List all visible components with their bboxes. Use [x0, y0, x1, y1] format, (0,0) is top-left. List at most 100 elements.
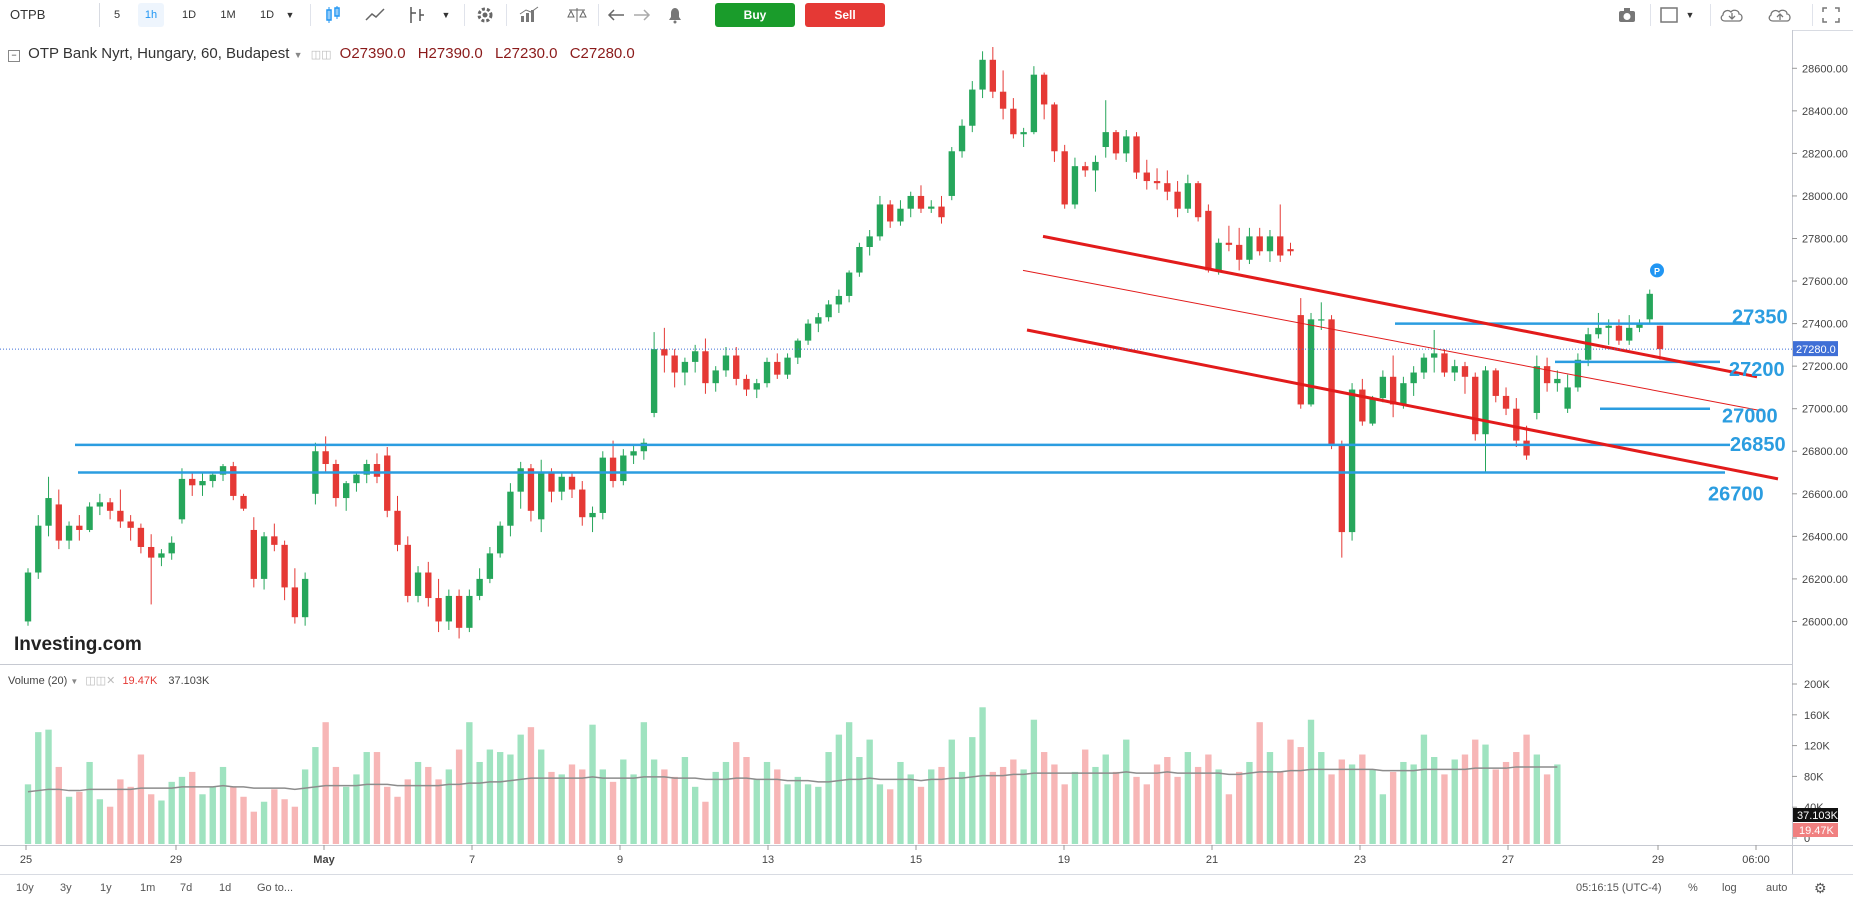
channel-line[interactable] [1026, 328, 1779, 481]
symbol-search-input[interactable]: OTPB [4, 3, 100, 27]
candle-body [496, 525, 504, 554]
candle-body [1287, 249, 1294, 252]
gear-icon[interactable]: ⚙ [1814, 880, 1827, 896]
range-1d-button[interactable]: 1d [219, 882, 232, 894]
volume-settings-icons[interactable]: ◫◫✕ [85, 675, 116, 687]
toolbar-separator [1812, 4, 1813, 26]
investing-watermark: Investing.com [14, 634, 142, 655]
y-tick-label: 28600.00 [1802, 63, 1848, 75]
compare-scale-icon[interactable] [566, 5, 588, 25]
channel-line[interactable] [1042, 234, 1758, 379]
candle-body [281, 544, 288, 588]
candle-body [147, 546, 155, 558]
range-1m-button[interactable]: 1m [140, 882, 156, 894]
camera-icon[interactable] [1616, 5, 1638, 25]
event-marker-icon[interactable] [1650, 263, 1664, 278]
candle-body [589, 512, 596, 518]
volume-bar [1287, 739, 1294, 844]
y-tick-label: 26400.00 [1802, 531, 1848, 543]
legend-settings-icons[interactable]: ◫◫ [310, 49, 332, 61]
volume-bar [938, 766, 945, 844]
price-pane[interactable] [0, 30, 1792, 664]
fullscreen-icon[interactable] [1820, 5, 1842, 25]
indicators-icon[interactable] [518, 5, 540, 25]
candle-body [835, 295, 843, 305]
candle-body [301, 578, 309, 618]
sell-button[interactable]: Sell [805, 3, 885, 27]
drawing-tools-icon[interactable] [406, 5, 428, 25]
legend-open: O27390.0 [339, 45, 406, 62]
volume-bar [1174, 776, 1181, 844]
volume-bar [445, 769, 453, 844]
range-1y-button[interactable]: 1y [100, 882, 112, 894]
y-tick-label: 26000.00 [1802, 616, 1848, 628]
volume-bar [322, 722, 329, 844]
volume-bar [630, 774, 637, 844]
range-7d-button[interactable]: 7d [180, 882, 193, 894]
candle-body [250, 529, 257, 579]
candle-body [260, 536, 268, 579]
interval-5-button[interactable]: 5 [113, 9, 121, 21]
volume-bar [158, 800, 165, 844]
candle-body [240, 495, 247, 509]
candle-body [1359, 389, 1366, 422]
auto-scale-button[interactable]: auto [1766, 882, 1788, 894]
volume-bar [1277, 771, 1284, 844]
drawing-dropdown-icon[interactable]: ▼ [441, 10, 451, 20]
volume-bar [1235, 771, 1243, 844]
level-label: 27350 [1732, 307, 1788, 329]
interval-1h-button[interactable]: 1h [138, 3, 164, 27]
log-scale-button[interactable]: log [1722, 882, 1737, 894]
channel-midline[interactable] [1022, 269, 1763, 412]
percent-scale-button[interactable]: % [1688, 882, 1698, 894]
volume-bar [1441, 774, 1448, 844]
interval-1d-button[interactable]: 1D [181, 9, 197, 21]
volume-bar [96, 799, 104, 844]
gear-icon[interactable] [474, 5, 496, 25]
legend-dropdown-icon[interactable]: ▼ [293, 50, 303, 60]
volume-bar [1010, 759, 1017, 844]
candle-body [845, 272, 853, 296]
interval-1d-alt-button[interactable]: 1D [259, 9, 275, 21]
candle-body [917, 195, 925, 209]
legend-collapse-icon[interactable]: − [8, 50, 20, 62]
price-chart[interactable]: P 26000.00 26200.00 26400.00 26600.00 26800.… [0, 30, 1853, 874]
cloud-download-icon[interactable] [1718, 5, 1746, 25]
interval-1m-button[interactable]: 1M [220, 9, 236, 21]
volume-bar [1492, 769, 1499, 844]
candle-body [291, 587, 299, 618]
layout-dropdown-icon[interactable]: ▼ [1685, 10, 1695, 20]
volume-bar [1112, 771, 1120, 844]
buy-button[interactable]: Buy [715, 3, 795, 27]
range-10y-button[interactable]: 10y [16, 882, 34, 894]
volume-bar [1554, 764, 1561, 844]
candle-body [1389, 376, 1397, 405]
candle-body [1636, 323, 1643, 328]
last-price-label: 27280.0 [1796, 344, 1836, 356]
range-3y-button[interactable]: 3y [60, 882, 72, 894]
volume-bar [240, 796, 247, 844]
interval-dropdown-icon[interactable]: ▼ [285, 10, 295, 20]
toolbar-separator [598, 4, 599, 26]
volume-pane[interactable] [0, 665, 1792, 874]
undo-icon[interactable] [606, 5, 628, 25]
cloud-upload-icon[interactable] [1766, 5, 1794, 25]
volume-bar [455, 749, 463, 844]
volume-bar [969, 737, 976, 844]
volume-bar [55, 766, 62, 844]
layout-icon[interactable] [1658, 5, 1680, 25]
y-tick-label: 28000.00 [1802, 191, 1848, 203]
volume-bar [1431, 757, 1438, 844]
candle-body [1441, 353, 1448, 373]
volume-bar [1092, 766, 1099, 844]
alert-bell-icon[interactable] [664, 5, 686, 25]
candle-body [1143, 172, 1150, 182]
line-chart-icon[interactable] [364, 5, 386, 25]
goto-date-button[interactable]: Go to... [257, 882, 294, 894]
volume-dropdown-icon[interactable]: ▼ [70, 677, 79, 686]
candle-body [1030, 74, 1038, 133]
candle-body [507, 491, 514, 526]
redo-icon[interactable] [630, 5, 652, 25]
volume-bar [1215, 769, 1222, 844]
candles-style-icon[interactable] [322, 5, 344, 25]
